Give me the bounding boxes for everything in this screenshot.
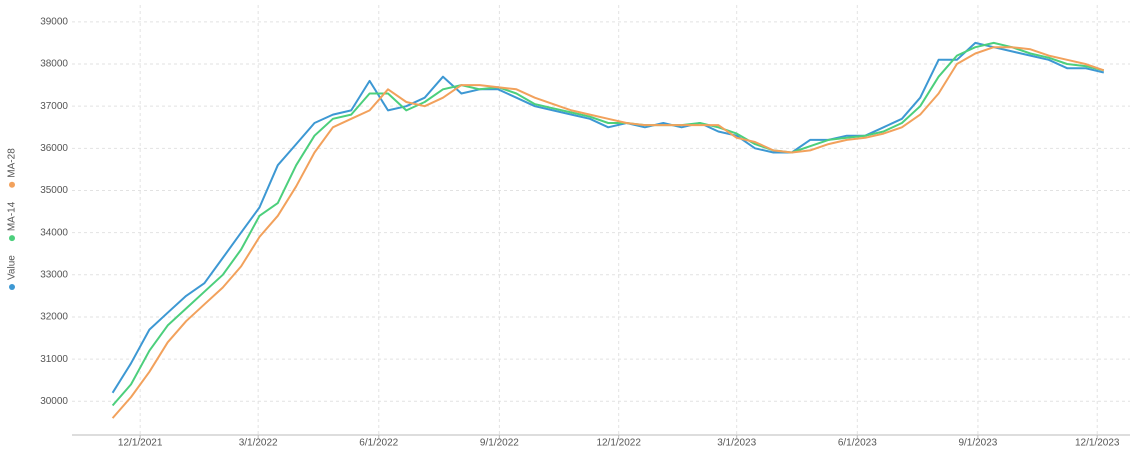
legend: Value MA-14 MA-28: [7, 148, 18, 290]
legend-label: MA-28: [7, 148, 18, 178]
x-tick-label: 3/1/2023: [717, 438, 756, 449]
series-line: [111, 41, 1105, 407]
legend-label: Value: [7, 255, 18, 280]
x-tick-label: 3/1/2022: [239, 438, 278, 449]
x-tick-label: 12/1/2023: [1075, 438, 1120, 449]
y-tick-label: 34000: [40, 227, 68, 238]
legend-marker: [9, 235, 15, 242]
y-tick-label: 32000: [40, 312, 68, 323]
y-tick-label: 35000: [40, 185, 68, 196]
x-tick-label: 9/1/2022: [480, 438, 519, 449]
legend-marker: [9, 284, 15, 290]
y-tick-label: 31000: [40, 354, 68, 365]
legend-label: MA-14: [7, 201, 18, 231]
y-tick-label: 37000: [40, 101, 68, 112]
legend-marker: [9, 181, 15, 188]
y-tick-label: 33000: [40, 269, 68, 280]
series-line: [111, 41, 1105, 394]
y-tick-label: 38000: [40, 59, 68, 70]
x-tick-label: 12/1/2022: [596, 438, 641, 449]
y-tick-label: 36000: [40, 143, 68, 154]
x-tick-label: 9/1/2023: [958, 438, 997, 449]
x-tick-label: 12/1/2021: [118, 438, 163, 449]
series-line: [111, 46, 1105, 419]
y-tick-label: 39000: [40, 17, 68, 28]
y-tick-label: 30000: [40, 396, 68, 407]
x-tick-label: 6/1/2022: [359, 438, 398, 449]
x-tick-label: 6/1/2023: [838, 438, 877, 449]
